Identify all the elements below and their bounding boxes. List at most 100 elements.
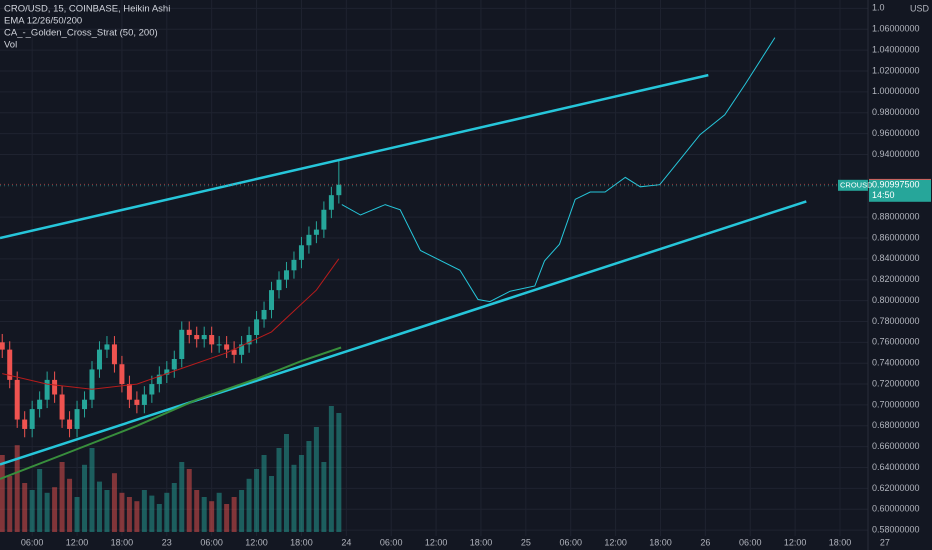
x-tick-label: 26 [700, 537, 710, 547]
volume-bar [156, 504, 162, 532]
y-tick-label: 0.74000000 [872, 358, 920, 368]
candle-body [126, 384, 132, 400]
volume-bar [14, 445, 20, 532]
candle-body [52, 379, 58, 395]
volume-bar [126, 497, 132, 532]
indicator: EMA 12/26/50/200 [4, 16, 82, 27]
y-tick-label: 1.00000000 [872, 86, 920, 96]
y-tick-label: 0.72000000 [872, 378, 920, 388]
volume-bar [254, 469, 260, 532]
candle-body [74, 409, 80, 429]
line [0, 200, 807, 466]
volume-bar [0, 455, 5, 532]
candle-body [164, 369, 170, 375]
price-label: 0.90997500 [872, 180, 920, 190]
candle-body [246, 335, 252, 345]
candle-body [82, 399, 88, 410]
y-tick-label: 0.70000000 [872, 399, 920, 409]
volume-bar [276, 448, 282, 532]
volume-bar [119, 492, 125, 532]
candle-body [179, 329, 185, 360]
candle-body [156, 374, 162, 385]
candle-body [14, 379, 20, 420]
y-tick-label: 0.96000000 [872, 128, 920, 138]
volume-bar [59, 462, 65, 532]
y-tick-label: 0.58000000 [872, 525, 920, 535]
candle-body [254, 319, 260, 336]
candle-body [283, 270, 289, 280]
x-tick-label: 18:00 [470, 537, 493, 547]
volume-bar [298, 455, 304, 532]
y-tick-label: 0.64000000 [872, 462, 920, 472]
candle-body [37, 399, 43, 410]
volume-bar [224, 504, 230, 532]
candle-body [313, 229, 319, 235]
x-tick-label: 12:00 [66, 537, 89, 547]
y-tick-label: 0.78000000 [872, 316, 920, 326]
chart-title: CRO/USD, 15, COINBASE, Heikin Ashi [4, 4, 170, 15]
x-tick-label: 27 [880, 537, 890, 547]
symbol-label: CROUSD [840, 180, 873, 189]
y-tick-label: 0.88000000 [872, 211, 920, 221]
candle-body [22, 419, 28, 429]
y-tick-label: 0.86000000 [872, 232, 920, 242]
y-tick-label: 1.02000000 [872, 65, 920, 75]
line [0, 73, 709, 240]
volume-bar [283, 434, 289, 532]
candle-body [201, 335, 207, 340]
y-tick-label: 1.06000000 [872, 24, 920, 34]
volume-bar [37, 469, 43, 532]
candle-body [134, 399, 140, 405]
candle-body [216, 344, 222, 346]
x-tick-label: 18:00 [649, 537, 672, 547]
volume-bar [194, 490, 200, 532]
candle-body [0, 342, 5, 350]
volume-bar [239, 490, 245, 532]
x-tick-label: 06:00 [739, 537, 762, 547]
volume-bar [164, 492, 170, 532]
volume-bar [74, 497, 80, 532]
volume-bar [186, 469, 192, 532]
candle-body [194, 335, 200, 340]
x-tick-label: 18:00 [111, 537, 134, 547]
volume-bar [216, 492, 222, 532]
volume-bar [209, 501, 215, 532]
candle-body [306, 234, 312, 246]
x-tick-label: 12:00 [425, 537, 448, 547]
candle-body [44, 379, 50, 400]
x-tick-label: 06:00 [380, 537, 403, 547]
volume-bar [134, 501, 140, 532]
price-axis [868, 0, 932, 550]
y-tick-label: 0.62000000 [872, 483, 920, 493]
candle-body [104, 344, 110, 350]
volume-bar [89, 448, 95, 532]
volume-bar [261, 455, 267, 532]
candle-body [119, 364, 125, 385]
x-tick-label: 18:00 [290, 537, 313, 547]
candle-body [209, 335, 215, 345]
candle-body [261, 309, 267, 320]
candle-body [298, 245, 304, 260]
candle-body [29, 409, 35, 429]
line [341, 37, 776, 303]
volume-bar [52, 487, 58, 532]
y-tick-label: 0.94000000 [872, 149, 920, 159]
candle-body [171, 359, 177, 370]
currency: USD [910, 3, 930, 13]
y-tick-label: 0.98000000 [872, 107, 920, 117]
axis-labels: 0.58000000 0.60000000 0.62000000 0.64000000… [21, 3, 931, 547]
candle-body [96, 349, 102, 370]
volume-bar [313, 427, 319, 532]
candle-body [186, 329, 192, 336]
x-tick-label: 06:00 [200, 537, 223, 547]
x-tick-label: 06:00 [559, 537, 582, 547]
candle-body [111, 344, 117, 365]
volume-bar [149, 495, 155, 532]
grid [0, 0, 868, 536]
x-tick-label: 12:00 [784, 537, 807, 547]
volume-bar [141, 490, 147, 532]
y-tick-label: 0.66000000 [872, 441, 920, 451]
volume-bar [7, 476, 13, 532]
x-tick-label: 23 [162, 537, 172, 547]
